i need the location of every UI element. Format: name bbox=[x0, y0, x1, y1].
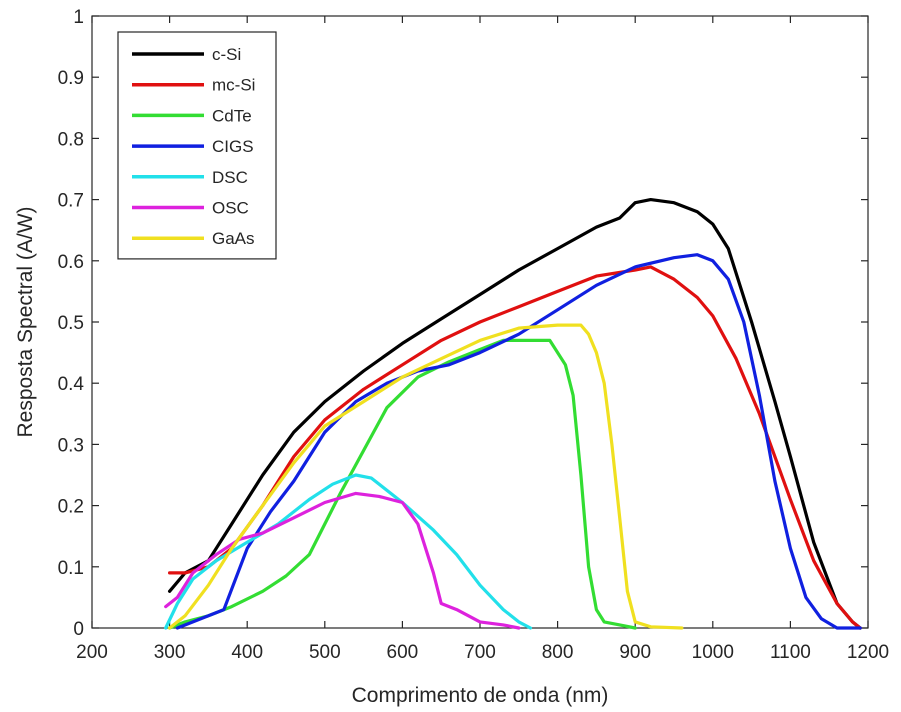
y-tick-label: 1 bbox=[73, 7, 84, 28]
series-line-dsc bbox=[164, 473, 533, 630]
legend-label-cdte: CdTe bbox=[212, 106, 252, 125]
series-line-cigs bbox=[175, 253, 862, 630]
legend-label-cigs: CIGS bbox=[212, 137, 254, 156]
series-line-osc bbox=[164, 491, 521, 630]
legend-label-dsc: DSC bbox=[212, 168, 248, 187]
y-tick-label: 0 bbox=[73, 619, 84, 640]
x-tick-label: 500 bbox=[309, 642, 341, 663]
ticks: 200 300 400 500 600 700 800 900 1000 1100 1200 0 0.1… bbox=[58, 7, 890, 663]
legend-label-gaas: GaAs bbox=[212, 229, 255, 248]
x-tick-label: 600 bbox=[387, 642, 419, 663]
y-tick-label: 0.7 bbox=[58, 191, 84, 212]
y-tick-label: 0.3 bbox=[58, 435, 84, 456]
x-tick-label: 300 bbox=[154, 642, 186, 663]
series-layer bbox=[164, 198, 862, 630]
series-line-gaas bbox=[168, 323, 684, 630]
y-tick-label: 0.9 bbox=[58, 68, 84, 89]
x-tick-label: 200 bbox=[76, 642, 108, 663]
legend: c-Si mc-Si CdTe CIGS DSC OSC GaAs bbox=[117, 31, 277, 260]
y-tick-label: 0.8 bbox=[58, 129, 84, 150]
x-tick-label: 1200 bbox=[847, 642, 889, 663]
legend-label-osc: OSC bbox=[212, 199, 249, 218]
x-tick-label: 1100 bbox=[770, 642, 811, 663]
legend-label-mc-si: mc-Si bbox=[212, 76, 255, 95]
y-tick-label: 0.4 bbox=[58, 374, 85, 395]
x-tick-label: 1000 bbox=[692, 642, 734, 663]
y-axis-title: Resposta Spectral (A/W) bbox=[14, 206, 37, 437]
legend-label-c-si: c-Si bbox=[212, 45, 241, 64]
series-line-c-si bbox=[168, 198, 862, 630]
y-tick-label: 0.5 bbox=[58, 313, 84, 334]
x-tick-label: 900 bbox=[619, 642, 651, 663]
y-tick-label: 0.2 bbox=[58, 497, 84, 518]
x-tick-label: 400 bbox=[231, 642, 263, 663]
y-tick-label: 0.1 bbox=[58, 558, 84, 579]
x-tick-label: 800 bbox=[542, 642, 574, 663]
x-axis-title: Comprimento de onda (nm) bbox=[352, 684, 609, 707]
y-tick-label: 0.6 bbox=[58, 252, 84, 273]
x-tick-label: 700 bbox=[464, 642, 496, 663]
series-line-cdte bbox=[168, 338, 637, 630]
